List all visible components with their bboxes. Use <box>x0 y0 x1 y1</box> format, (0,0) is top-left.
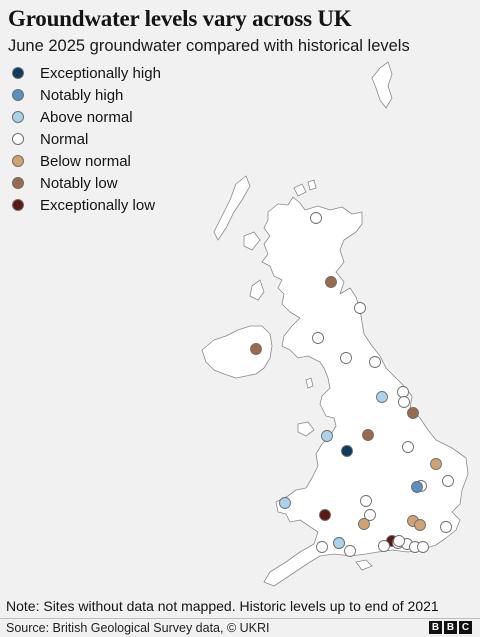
logo-letter: B <box>444 621 457 634</box>
site-marker-normal <box>364 509 376 521</box>
legend-item-notably-high: Notably high <box>12 84 161 106</box>
legend-item-above-normal: Above normal <box>12 106 161 128</box>
isle-of-man <box>305 377 314 389</box>
shetland <box>371 61 393 109</box>
site-marker-normal <box>354 302 366 314</box>
legend-label: Notably high <box>40 86 124 104</box>
site-marker-normal <box>369 356 381 368</box>
site-marker-above-normal <box>333 537 345 549</box>
site-marker-above-normal <box>321 430 333 442</box>
legend-label: Exceptionally high <box>40 64 161 82</box>
site-marker-normal <box>397 386 409 398</box>
islay-jura <box>249 279 265 301</box>
site-marker-below-normal <box>430 458 442 470</box>
legend: Exceptionally high Notably high Above no… <box>12 62 161 216</box>
site-markers <box>250 212 454 557</box>
site-marker-exceptionally-high <box>341 445 353 457</box>
above-normal-swatch <box>12 111 24 123</box>
source-credit: Source: British Geological Survey data, … <box>6 621 270 635</box>
legend-label: Below normal <box>40 152 131 170</box>
legend-item-exceptionally-low: Exceptionally low <box>12 194 161 216</box>
site-marker-below-normal <box>358 518 370 530</box>
anglesey <box>297 421 315 437</box>
site-marker-above-normal <box>376 391 388 403</box>
inner-hebrides <box>243 231 261 251</box>
site-marker-normal <box>344 545 356 557</box>
chart-subtitle: June 2025 groundwater compared with hist… <box>8 37 410 55</box>
site-marker-normal <box>442 475 454 487</box>
site-marker-notably-low <box>250 343 262 355</box>
site-marker-notably-low <box>325 276 337 288</box>
footer-divider <box>0 618 480 619</box>
site-marker-normal <box>393 535 405 547</box>
site-marker-normal <box>402 441 414 453</box>
site-marker-below-normal <box>414 519 426 531</box>
legend-item-notably-low: Notably low <box>12 172 161 194</box>
site-marker-normal <box>378 540 390 552</box>
site-marker-normal <box>440 521 452 533</box>
site-marker-notably-low <box>407 407 419 419</box>
footnote: Note: Sites without data not mapped. His… <box>6 598 439 614</box>
legend-label: Notably low <box>40 174 118 192</box>
logo-letter: B <box>429 621 442 634</box>
notably-high-swatch <box>12 89 24 101</box>
outer-hebrides <box>213 175 251 241</box>
logo-letter: C <box>459 621 472 634</box>
isle-of-wight <box>355 559 373 571</box>
site-marker-normal <box>312 332 324 344</box>
legend-item-normal: Normal <box>12 128 161 150</box>
legend-label: Normal <box>40 130 89 148</box>
site-marker-normal <box>360 495 372 507</box>
below-normal-swatch <box>12 155 24 167</box>
chart-title: Groundwater levels vary across UK <box>8 6 352 31</box>
site-marker-normal <box>417 541 429 553</box>
site-marker-notably-low <box>362 429 374 441</box>
site-marker-normal <box>310 212 322 224</box>
site-marker-normal <box>398 396 410 408</box>
site-marker-normal <box>316 541 328 553</box>
normal-swatch <box>12 133 24 145</box>
bbc-logo: B B C <box>429 621 472 634</box>
site-marker-normal <box>340 352 352 364</box>
site-marker-notably-high <box>411 481 423 493</box>
legend-label: Above normal <box>40 108 133 126</box>
site-marker-exceptionally-low <box>319 509 331 521</box>
exceptionally-low-swatch <box>12 199 24 211</box>
site-marker-above-normal <box>279 497 291 509</box>
orkney <box>293 179 317 197</box>
exceptionally-high-swatch <box>12 67 24 79</box>
northern-ireland-landmass <box>201 325 273 379</box>
legend-label: Exceptionally low <box>40 196 156 214</box>
legend-item-exceptionally-high: Exceptionally high <box>12 62 161 84</box>
notably-low-swatch <box>12 177 24 189</box>
legend-item-below-normal: Below normal <box>12 150 161 172</box>
